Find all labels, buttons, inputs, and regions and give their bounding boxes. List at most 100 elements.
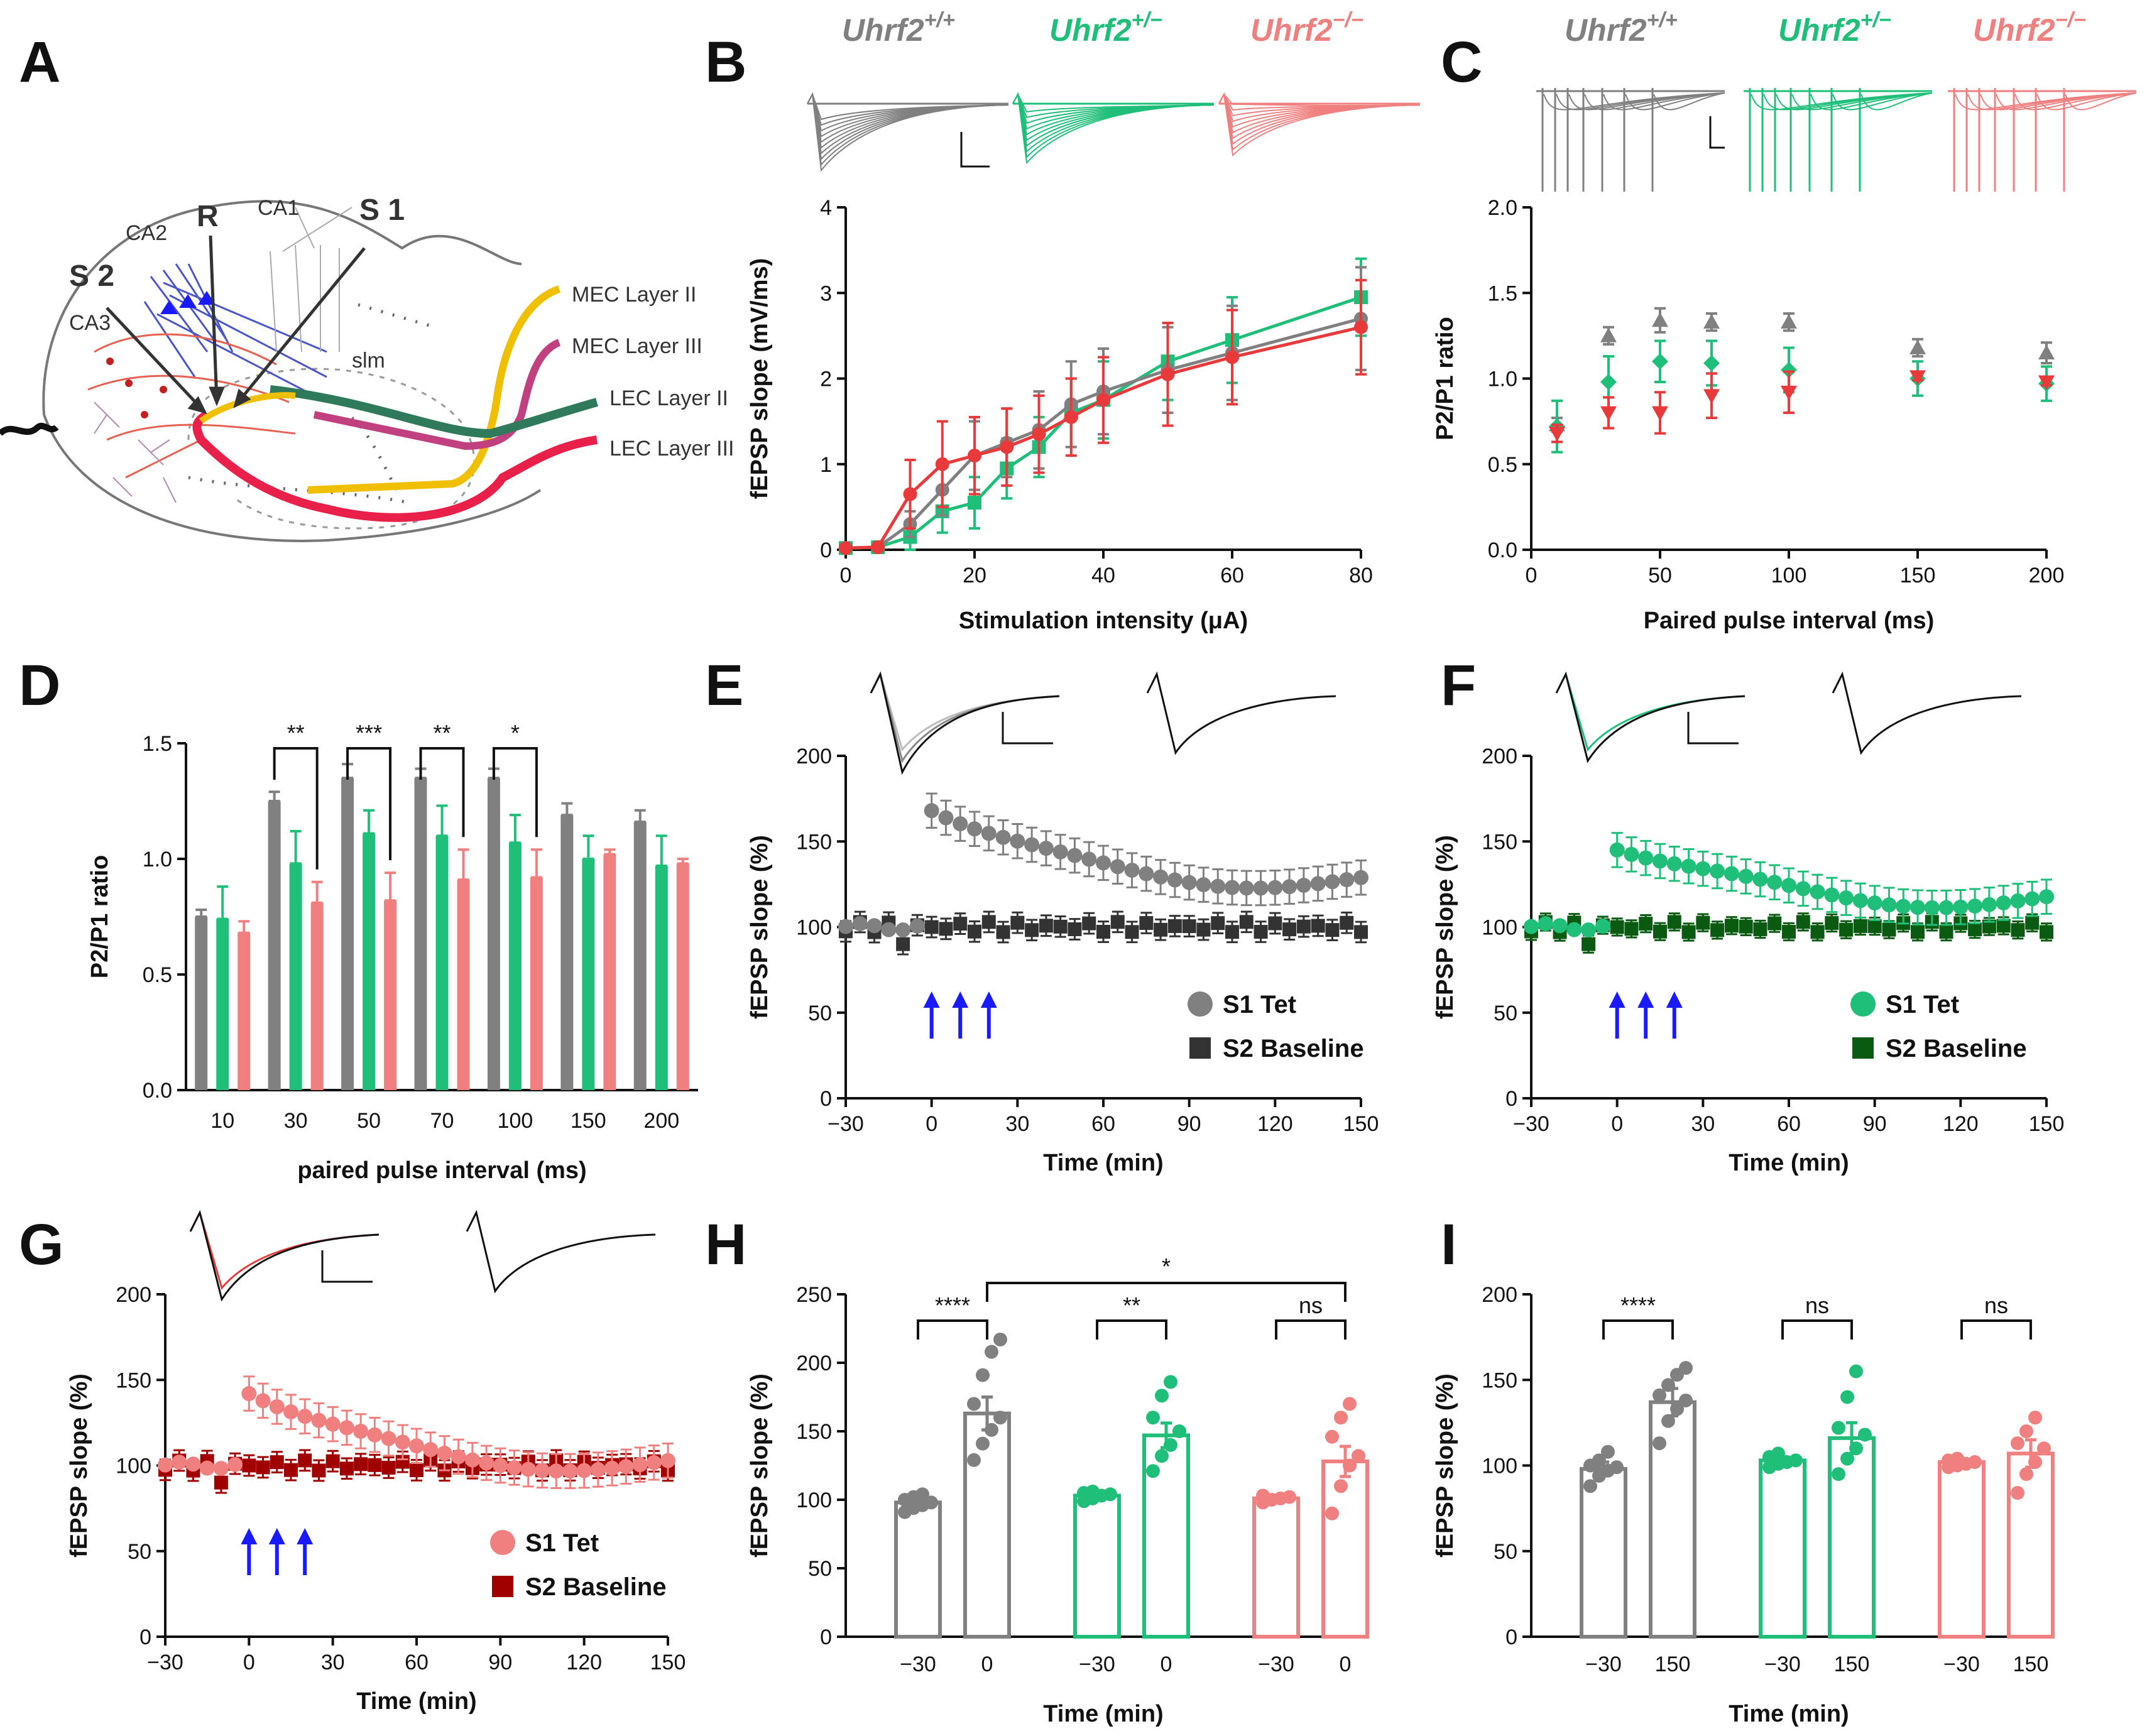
y-axis-label: fEPSP slope (mV/ms) xyxy=(746,258,773,500)
data-dot-wt xyxy=(924,1495,938,1510)
x-tick-label: 150 xyxy=(571,1109,606,1133)
sig-bracket xyxy=(1096,1319,1167,1340)
legend-marker-s1 xyxy=(490,1530,515,1555)
panel-d-label: D xyxy=(19,653,60,718)
sig-bracket xyxy=(419,747,465,838)
data-point-s2-baseline xyxy=(1810,925,1825,939)
x-tick-label: −30 xyxy=(1943,1652,1980,1676)
schem-label-r: R xyxy=(197,200,219,233)
data-point-s2-baseline xyxy=(1311,919,1325,933)
sig-label: ** xyxy=(433,720,451,746)
data-point-s1-tet xyxy=(255,1393,271,1409)
data-dot-het xyxy=(1164,1375,1177,1389)
data-point-s1-tet xyxy=(464,1452,480,1468)
data-point-s1-tet xyxy=(1110,859,1125,875)
data-dot-ko xyxy=(1352,1449,1365,1463)
x-tick-label: 30 xyxy=(1005,1112,1029,1136)
sig-bracket xyxy=(917,1319,988,1340)
panel-f-label: F xyxy=(1441,653,1476,718)
data-point-s1-tet xyxy=(1124,863,1140,878)
data-point-het xyxy=(1600,373,1617,390)
data-point-s2-baseline xyxy=(1182,919,1196,934)
y-axis-label: fEPSP slope (%) xyxy=(746,1373,773,1558)
data-dot-ko xyxy=(1256,1488,1270,1503)
legend-marker-s2 xyxy=(1852,1037,1874,1059)
x-axis-label: Stimulation intensity (μA) xyxy=(959,608,1248,634)
data-point-s1-tet xyxy=(158,1457,173,1473)
schem-label-ca1: CA1 xyxy=(258,196,299,220)
data-point-s2-baseline xyxy=(1082,916,1096,931)
data-point-s1-tet xyxy=(1852,893,1868,909)
y-tick-label: 200 xyxy=(796,745,832,768)
evoked-trace xyxy=(1012,92,1215,141)
y-tick-label: 100 xyxy=(116,1455,151,1478)
data-point-s1-tet xyxy=(1838,890,1854,906)
evoked-trace xyxy=(1218,92,1421,145)
sig-bracket-top xyxy=(986,1282,1347,1302)
data-dot-ko xyxy=(1334,1411,1348,1425)
y-tick-label: 50 xyxy=(1494,1002,1517,1025)
tetanus-arrow-head xyxy=(241,1528,258,1544)
x-axis-label: Time (min) xyxy=(356,1688,476,1715)
x-tick-label: 150 xyxy=(1900,564,1936,587)
data-point-het xyxy=(1652,353,1668,370)
data-point-s2-baseline xyxy=(1340,915,1354,930)
data-point-s1-tet xyxy=(2010,893,2026,909)
x-tick-label: 30 xyxy=(1691,1112,1715,1136)
data-dot-wt xyxy=(915,1487,929,1502)
data-point-ko xyxy=(1909,370,1926,385)
schem-label-lec3: LEC Layer III xyxy=(609,437,734,461)
y-axis-label: fEPSP slope (%) xyxy=(1432,835,1458,1019)
data-point-s1-tet xyxy=(269,1399,285,1414)
x-tick-label: 150 xyxy=(650,1651,686,1674)
data-point-s1-tet xyxy=(1781,878,1796,893)
data-point-s1-tet xyxy=(353,1424,369,1439)
data-point-s1-tet xyxy=(1910,900,1925,915)
schem-label-slm: slm xyxy=(352,349,385,373)
sig-label: ** xyxy=(1123,1292,1140,1318)
data-point-s2-baseline xyxy=(1053,919,1068,934)
data-point-s1-tet xyxy=(1638,850,1654,866)
y-tick-label: 0 xyxy=(1505,1625,1517,1649)
data-point-s2-baseline xyxy=(2011,923,2025,937)
bar-het xyxy=(216,919,229,1090)
bar-ko xyxy=(310,902,324,1090)
geno-b-ko: Uhrf2−/− xyxy=(1250,8,1363,48)
geno-c-ko: Uhrf2−/− xyxy=(1973,8,2086,48)
y-tick-label: 150 xyxy=(116,1368,151,1392)
data-point-s2-baseline xyxy=(1710,923,1725,937)
data-point-s1-tet xyxy=(1524,919,1539,934)
data-point-s1-tet xyxy=(1824,887,1840,903)
data-dot-wt xyxy=(1583,1479,1597,1493)
data-point-s2-baseline xyxy=(1096,924,1110,939)
data-point-s2-baseline xyxy=(1125,925,1139,939)
scale-bar xyxy=(1709,116,1725,149)
scale-bar xyxy=(960,132,990,168)
data-point-ko xyxy=(903,487,917,501)
data-dot-het xyxy=(1858,1428,1872,1442)
bar-ko xyxy=(457,880,470,1090)
data-dot-wt xyxy=(1653,1436,1666,1451)
data-point-s1-tet xyxy=(1225,880,1240,895)
data-point-s1-tet xyxy=(213,1461,229,1477)
data-point-s1-tet xyxy=(1052,844,1068,860)
entorhinal-stub xyxy=(0,423,59,436)
paired-pulse-trace xyxy=(1568,92,1725,111)
data-point-s2-baseline xyxy=(1767,916,1782,931)
data-dot-het xyxy=(1155,1389,1169,1403)
x-tick-label: 30 xyxy=(284,1109,308,1133)
sig-bracket xyxy=(1275,1319,1347,1340)
lec-layer-iii-fibre xyxy=(192,410,598,522)
x-tick-label: 150 xyxy=(1343,1112,1379,1136)
data-dot-wt xyxy=(976,1368,990,1382)
tetanus-arrow-head xyxy=(923,991,940,1008)
panel-h-chart: 0 50 100 150 200 250 fEPSP slope (%) Time (min)… xyxy=(746,1253,1369,1727)
y-tick-label: 1.5 xyxy=(143,732,172,756)
data-point-s1-tet xyxy=(493,1458,508,1473)
baseline-trace xyxy=(1832,671,2022,755)
y-tick-label: 1.0 xyxy=(143,848,172,871)
evoked-trace xyxy=(1218,92,1421,151)
data-point-s2-baseline xyxy=(939,922,953,936)
data-dot-wt xyxy=(1679,1361,1693,1375)
